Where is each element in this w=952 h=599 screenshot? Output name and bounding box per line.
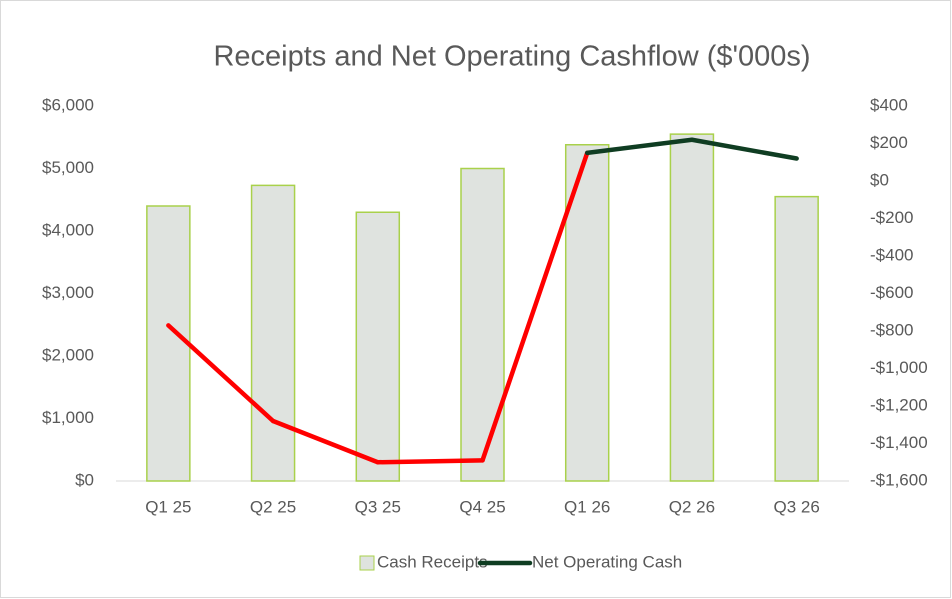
y-tick-label: $3,000 (42, 283, 94, 302)
y2-tick-label: -$200 (870, 208, 913, 227)
y-tick-label: $6,000 (42, 95, 94, 114)
x-tick-label: Q1 26 (564, 497, 610, 516)
bar (669, 133, 715, 482)
y-tick-label: $4,000 (42, 220, 94, 239)
y2-tick-label: $200 (870, 133, 908, 152)
x-tick-label: Q4 25 (459, 497, 505, 516)
bar (146, 205, 191, 482)
bar (774, 195, 819, 482)
line-segment (584, 137, 695, 156)
legend-label: Net Operating Cash (532, 552, 682, 571)
bar (250, 184, 296, 482)
x-tick-label: Q3 25 (355, 497, 401, 516)
chart-title: Receipts and Net Operating Cashflow ($'0… (213, 41, 810, 73)
legend-label: Cash Receipts (377, 552, 488, 571)
y-tick-label: $2,000 (42, 345, 94, 364)
x-tick-label: Q2 26 (669, 497, 715, 516)
line-segment (270, 418, 381, 465)
y-tick-label: $0 (75, 470, 94, 489)
y2-tick-label: $400 (870, 95, 908, 114)
y2-tick-label: -$1,600 (870, 470, 928, 489)
y-tick-label: $1,000 (42, 408, 94, 427)
y2-tick-label: -$400 (870, 245, 913, 264)
line-segment (375, 458, 485, 465)
line-segment (480, 150, 590, 463)
y2-tick-label: -$600 (870, 283, 913, 302)
x-tick-label: Q2 25 (250, 497, 296, 516)
x-tick-label: Q1 25 (145, 497, 191, 516)
bar (460, 167, 505, 482)
y2-tick-label: -$1,400 (870, 433, 928, 452)
line-segment (166, 323, 276, 424)
line-segment (689, 137, 799, 161)
y2-tick-label: -$1,000 (870, 358, 928, 377)
y2-tick-label: -$800 (870, 320, 913, 339)
legend-swatch (359, 555, 375, 571)
y-tick-label: $5,000 (42, 158, 94, 177)
y2-tick-label: $0 (870, 170, 889, 189)
x-tick-label: Q3 26 (773, 497, 819, 516)
bar (355, 211, 401, 482)
y2-tick-label: -$1,200 (870, 395, 928, 414)
